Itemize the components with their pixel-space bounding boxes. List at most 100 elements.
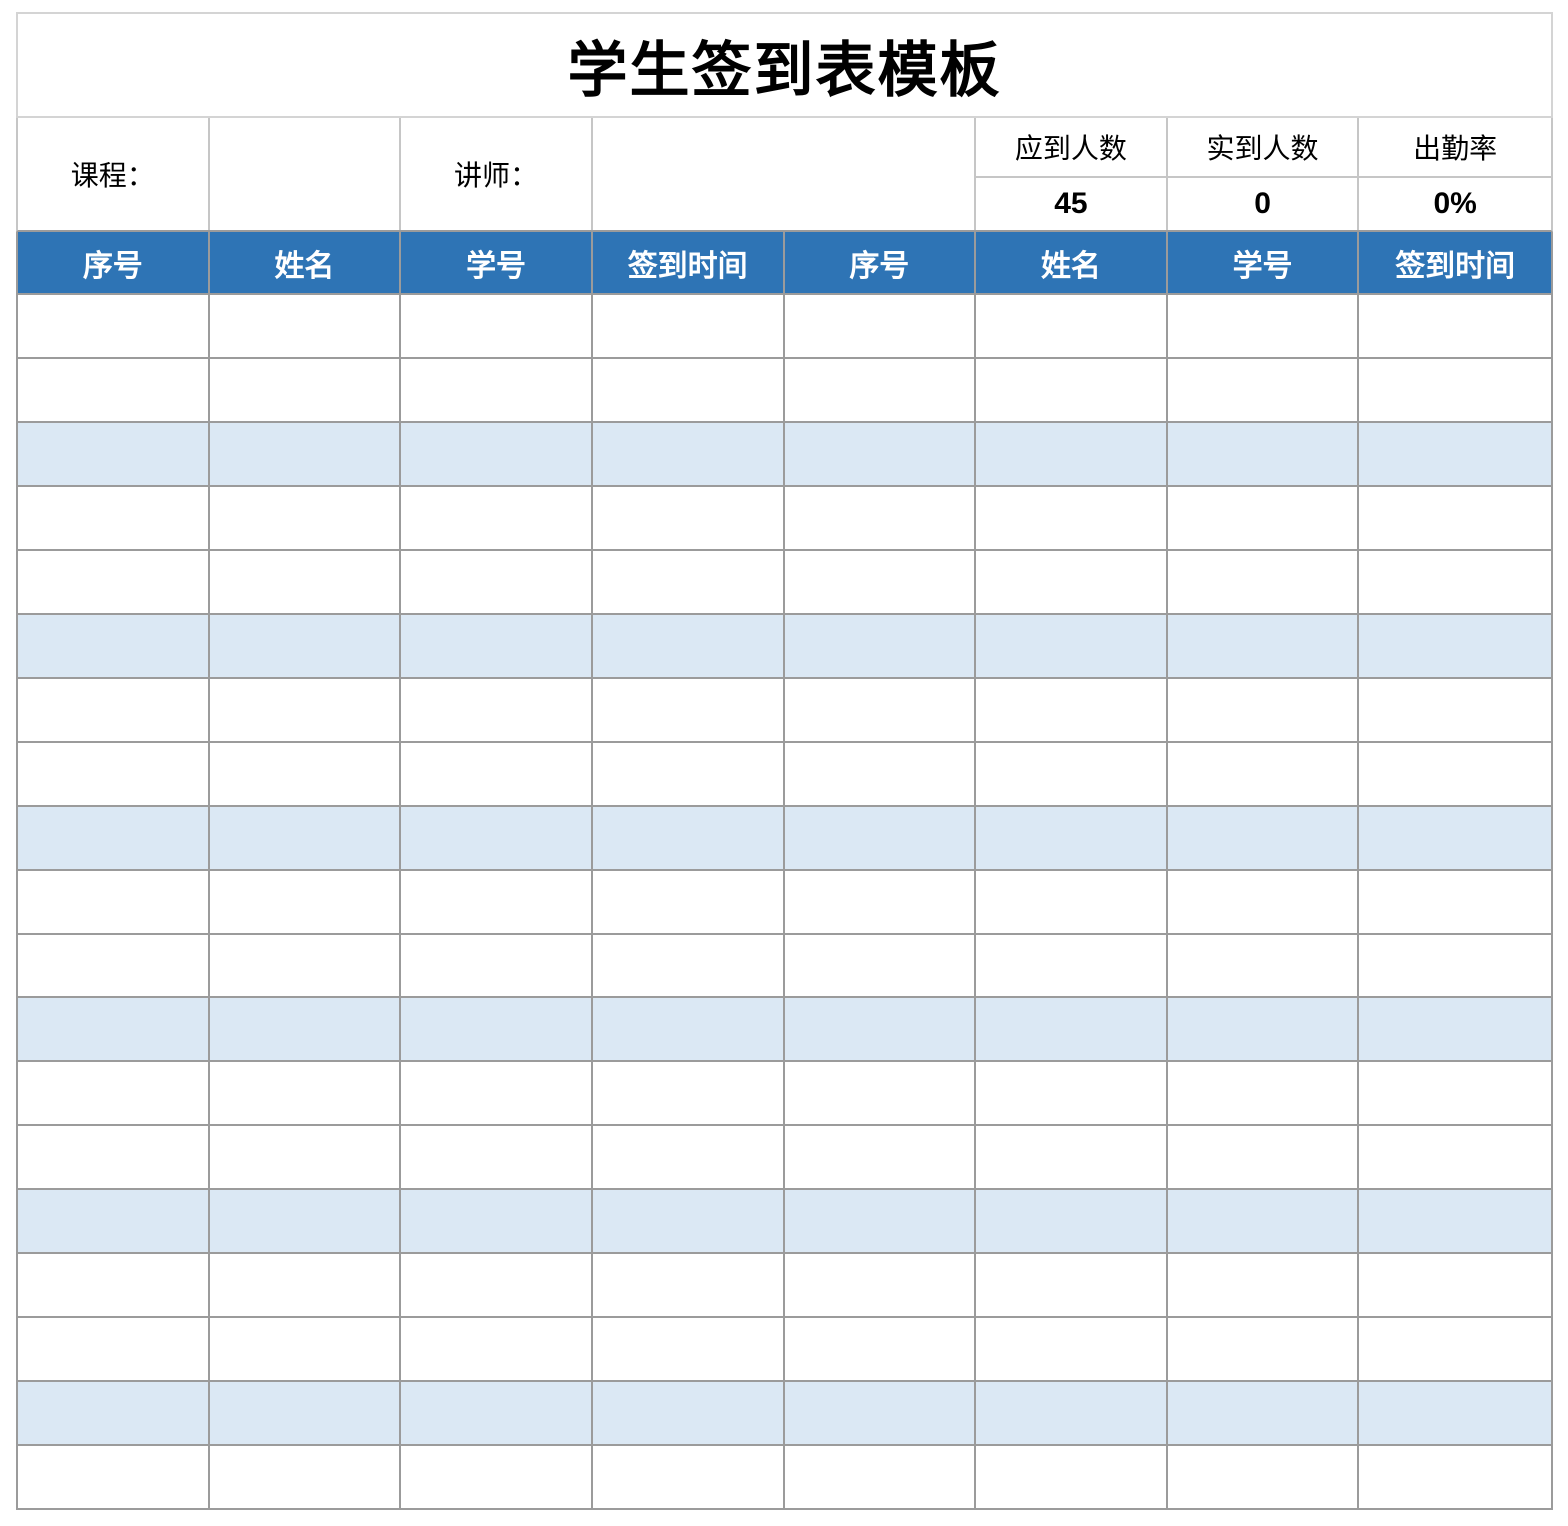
table-cell[interactable]: [593, 870, 785, 933]
table-cell[interactable]: [401, 742, 593, 805]
table-cell[interactable]: [401, 1126, 593, 1189]
table-cell[interactable]: [785, 1382, 977, 1445]
table-cell[interactable]: [1168, 358, 1360, 421]
table-cell[interactable]: [785, 1446, 977, 1509]
table-cell[interactable]: [593, 678, 785, 741]
table-cell[interactable]: [18, 1062, 210, 1125]
table-cell[interactable]: [785, 806, 977, 869]
table-cell[interactable]: [210, 1446, 402, 1509]
table-cell[interactable]: [210, 614, 402, 677]
table-cell[interactable]: [976, 1126, 1168, 1189]
table-cell[interactable]: [593, 1190, 785, 1253]
table-cell[interactable]: [1359, 807, 1551, 869]
table-cell[interactable]: [785, 998, 977, 1061]
table-cell[interactable]: [1168, 1062, 1360, 1125]
table-cell[interactable]: [976, 550, 1168, 613]
table-cell[interactable]: [976, 998, 1168, 1061]
table-cell[interactable]: [785, 870, 977, 933]
table-cell[interactable]: [210, 870, 402, 933]
course-value-cell[interactable]: [210, 118, 402, 230]
table-cell[interactable]: [1168, 742, 1360, 805]
table-cell[interactable]: [401, 295, 593, 357]
table-cell[interactable]: [785, 1062, 977, 1125]
table-cell[interactable]: [593, 1446, 785, 1509]
table-cell[interactable]: [210, 358, 402, 421]
table-cell[interactable]: [18, 1126, 210, 1189]
table-cell[interactable]: [785, 422, 977, 485]
table-cell[interactable]: [785, 678, 977, 741]
table-cell[interactable]: [1359, 1382, 1551, 1444]
table-cell[interactable]: [1168, 614, 1360, 677]
table-cell[interactable]: [18, 1318, 210, 1381]
table-cell[interactable]: [976, 870, 1168, 933]
table-cell[interactable]: [785, 934, 977, 997]
table-cell[interactable]: [210, 998, 402, 1061]
table-cell[interactable]: [18, 486, 210, 549]
table-cell[interactable]: [1168, 1318, 1360, 1381]
table-cell[interactable]: [18, 358, 210, 421]
actual-count-value[interactable]: 0: [1168, 178, 1360, 230]
table-cell[interactable]: [18, 678, 210, 741]
table-cell[interactable]: [401, 806, 593, 869]
table-cell[interactable]: [1359, 423, 1551, 485]
table-cell[interactable]: [18, 806, 210, 869]
table-cell[interactable]: [18, 998, 210, 1061]
table-cell[interactable]: [976, 422, 1168, 485]
instructor-value-cell[interactable]: [593, 118, 977, 230]
expected-count-value[interactable]: 45: [976, 178, 1168, 230]
table-cell[interactable]: [785, 742, 977, 805]
table-cell[interactable]: [210, 550, 402, 613]
table-cell[interactable]: [785, 1318, 977, 1381]
table-cell[interactable]: [785, 358, 977, 421]
attendance-rate-value[interactable]: 0%: [1433, 187, 1477, 220]
table-cell[interactable]: [593, 998, 785, 1061]
table-cell[interactable]: [401, 422, 593, 485]
table-cell[interactable]: [210, 1126, 402, 1189]
table-cell[interactable]: [593, 1126, 785, 1189]
table-cell[interactable]: [210, 486, 402, 549]
table-cell[interactable]: [1359, 1254, 1551, 1316]
table-cell[interactable]: [785, 1254, 977, 1317]
table-cell[interactable]: [976, 742, 1168, 805]
table-cell[interactable]: [210, 1254, 402, 1317]
table-cell[interactable]: [18, 1254, 210, 1317]
table-cell[interactable]: [18, 614, 210, 677]
table-cell[interactable]: [1168, 1254, 1360, 1317]
table-cell[interactable]: [18, 1190, 210, 1253]
table-cell[interactable]: [210, 934, 402, 997]
table-cell[interactable]: [401, 934, 593, 997]
table-cell[interactable]: [1359, 679, 1551, 741]
table-cell[interactable]: [976, 1446, 1168, 1509]
table-cell[interactable]: [1168, 295, 1360, 357]
table-cell[interactable]: [1168, 422, 1360, 485]
table-cell[interactable]: [18, 295, 210, 357]
table-cell[interactable]: [210, 1318, 402, 1381]
table-cell[interactable]: [976, 295, 1168, 357]
table-cell[interactable]: [785, 295, 977, 357]
table-cell[interactable]: [1359, 615, 1551, 677]
table-cell[interactable]: [210, 295, 402, 357]
table-cell[interactable]: [210, 1382, 402, 1445]
table-cell[interactable]: [210, 1062, 402, 1125]
table-cell[interactable]: [1168, 486, 1360, 549]
table-cell[interactable]: [593, 422, 785, 485]
table-cell[interactable]: [401, 614, 593, 677]
table-cell[interactable]: [1359, 551, 1551, 613]
table-cell[interactable]: [1359, 295, 1551, 357]
table-cell[interactable]: [976, 806, 1168, 869]
table-cell[interactable]: [976, 678, 1168, 741]
table-cell[interactable]: [18, 1382, 210, 1445]
table-cell[interactable]: [18, 1446, 210, 1509]
table-cell[interactable]: [1359, 1062, 1551, 1124]
table-cell[interactable]: [785, 1126, 977, 1189]
table-cell[interactable]: [401, 1190, 593, 1253]
table-cell[interactable]: [785, 1190, 977, 1253]
table-cell[interactable]: [593, 1254, 785, 1317]
table-cell[interactable]: [1168, 550, 1360, 613]
table-cell[interactable]: [1359, 871, 1551, 933]
table-cell[interactable]: [401, 550, 593, 613]
table-cell[interactable]: [210, 678, 402, 741]
table-cell[interactable]: [976, 1382, 1168, 1445]
table-cell[interactable]: [1168, 1446, 1360, 1509]
table-cell[interactable]: [1359, 487, 1551, 549]
